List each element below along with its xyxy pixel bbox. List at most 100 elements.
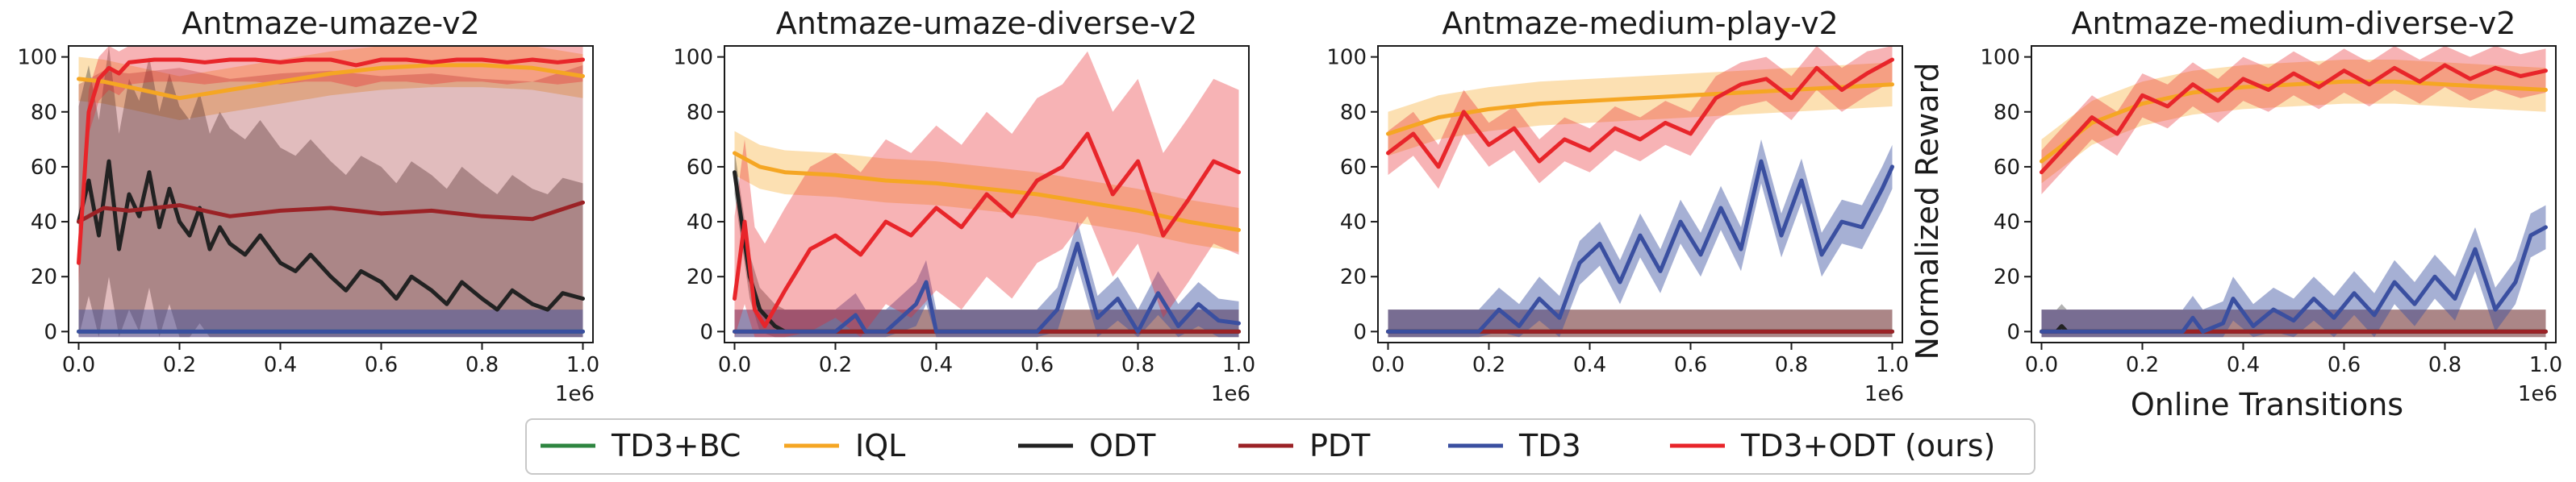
plot-area (1386, 46, 1894, 338)
x-multiplier: 1e6 (1211, 382, 1250, 406)
y-tick-label: 60 (687, 156, 713, 180)
panels: Antmaze-umaze-v2 0.0 0.2 0.4 0.6 0.8 1.0 1e6 0 20… (17, 6, 2562, 406)
x-tick-label: 0.0 (1372, 353, 1405, 377)
y-tick-label: 40 (31, 210, 57, 235)
band-odt (734, 150, 1239, 338)
panel-title: Antmaze-medium-play-v2 (1442, 6, 1838, 41)
y-tick-label: 0 (44, 320, 57, 344)
panel-1: Antmaze-umaze-v2 0.0 0.2 0.4 0.6 0.8 1.0 1e6 0 20… (17, 6, 599, 406)
panel-3: Antmaze-medium-play-v2 0.0 0.2 0.4 0.6 0.8 1.0… (1326, 6, 1909, 406)
y-tick-label: 0 (2006, 320, 2020, 344)
band-iql (1388, 62, 1893, 156)
y-tick-label: 100 (1326, 46, 1367, 70)
band-odt (78, 46, 583, 338)
x-tick-label: 0.8 (466, 353, 499, 377)
legend-label-td3-bc: TD3+BC (611, 428, 741, 463)
y-tick-label: 80 (1340, 101, 1367, 125)
x-multiplier: 1e6 (555, 382, 595, 406)
y-tick-label: 0 (1353, 320, 1367, 344)
panel-title: Antmaze-umaze-diverse-v2 (776, 6, 1197, 41)
x-tick-label: 0.8 (2428, 353, 2461, 377)
series-line-td3-odt-ours- (2040, 63, 2548, 175)
x-tick-label: 0.6 (1674, 353, 1707, 377)
y-tick-label: 20 (1340, 265, 1367, 289)
y-tick-label: 40 (687, 210, 713, 235)
series-line-td3 (733, 241, 1241, 334)
x-tick-label: 0.6 (2328, 353, 2361, 377)
x-tick-label: 1.0 (1876, 353, 1909, 377)
plot-area (733, 51, 1241, 338)
y-tick-label: 100 (673, 46, 713, 70)
band-iql (2041, 60, 2546, 184)
y-tick-label: 60 (1994, 156, 2020, 180)
y-tick-label: 20 (1994, 265, 2020, 289)
y-tick-label: 60 (31, 156, 57, 180)
x-tick-label: 0.6 (1021, 353, 1054, 377)
series-line-td3-odt-ours- (733, 131, 1241, 329)
x-tick-label: 0.2 (819, 353, 852, 377)
axes-frame (724, 45, 1250, 343)
legend-label-td3: TD3 (1518, 428, 1581, 463)
y-tick-label: 20 (31, 265, 57, 289)
series-line-td3 (1386, 159, 1894, 334)
band-td3 (2041, 205, 2546, 338)
series-line-td3-odt-ours- (1386, 57, 1894, 169)
plot-area (77, 46, 585, 338)
y-tick-label: 40 (1994, 210, 2020, 235)
legend-label-odt: ODT (1089, 428, 1156, 463)
y-tick-label: 0 (699, 320, 713, 344)
y-tick-label: 60 (1340, 156, 1367, 180)
x-tick-label: 1.0 (2529, 353, 2562, 377)
x-tick-label: 1.0 (1222, 353, 1255, 377)
axes-frame (2031, 45, 2557, 343)
series-line-iql (733, 151, 1241, 232)
y-tick-label: 80 (31, 101, 57, 125)
band-iql (734, 131, 1239, 252)
series-line-iql (2040, 79, 2548, 164)
plot-area (2040, 46, 2548, 338)
x-tick-label: 0.8 (1775, 353, 1808, 377)
legend-label-iql: IQL (855, 428, 905, 463)
y-tick-label: 40 (1340, 210, 1367, 235)
series-line-iql (1386, 82, 1894, 136)
band-pdt (78, 64, 583, 338)
x-tick-label: 0.4 (1573, 353, 1606, 377)
panel-title: Antmaze-medium-diverse-v2 (2072, 6, 2516, 41)
band-td3-odt-ours- (1388, 46, 1893, 189)
x-tick-label: 0.8 (1121, 353, 1154, 377)
panel-2: Antmaze-umaze-diverse-v2 0.0 0.2 0.4 0.6 0.8 1… (673, 6, 1255, 406)
x-tick-label: 0.2 (163, 353, 196, 377)
x-tick-label: 0.0 (62, 353, 95, 377)
x-tick-label: 0.4 (920, 353, 953, 377)
axes-frame (68, 45, 594, 343)
series-line-td3 (2040, 225, 2548, 334)
series-line-td3-odt-ours- (77, 57, 585, 265)
x-tick-label: 0.2 (1472, 353, 1505, 377)
x-multiplier: 1e6 (1864, 382, 1904, 406)
x-tick-label: 0.4 (264, 353, 297, 377)
x-tick-label: 0.0 (718, 353, 751, 377)
legend-label-pdt: PDT (1309, 428, 1371, 463)
x-multiplier: 1e6 (2518, 382, 2557, 406)
series-line-iql (77, 63, 585, 101)
y-tick-label: 100 (17, 46, 57, 70)
x-axis-label: Online Transitions (2131, 387, 2403, 422)
series-line-odt (77, 159, 585, 312)
x-tick-label: 0.2 (2126, 353, 2159, 377)
legend: TD3+BC IQL ODT PDT TD3 TD3+ODT (ours) (525, 418, 2035, 475)
band-td3 (734, 222, 1239, 338)
y-tick-label: 80 (687, 101, 713, 125)
legend-label-td3-odt-ours-: TD3+ODT (ours) (1740, 428, 1995, 463)
y-tick-label: 100 (1980, 46, 2020, 70)
x-tick-label: 0.6 (365, 353, 398, 377)
panel-4: Antmaze-medium-diverse-v2 0.0 0.2 0.4 0.6 0.8… (1980, 6, 2562, 406)
legend-items: TD3+BC IQL ODT PDT TD3 TD3+ODT (ours) (541, 428, 1995, 463)
series-line-pdt (77, 200, 585, 224)
x-tick-label: 0.0 (2025, 353, 2058, 377)
x-tick-label: 1.0 (566, 353, 599, 377)
x-tick-label: 0.4 (2227, 353, 2260, 377)
y-axis-label: Normalized Reward (1910, 62, 1945, 359)
y-tick-label: 80 (1994, 101, 2020, 125)
band-td3-odt-ours- (2041, 46, 2546, 194)
